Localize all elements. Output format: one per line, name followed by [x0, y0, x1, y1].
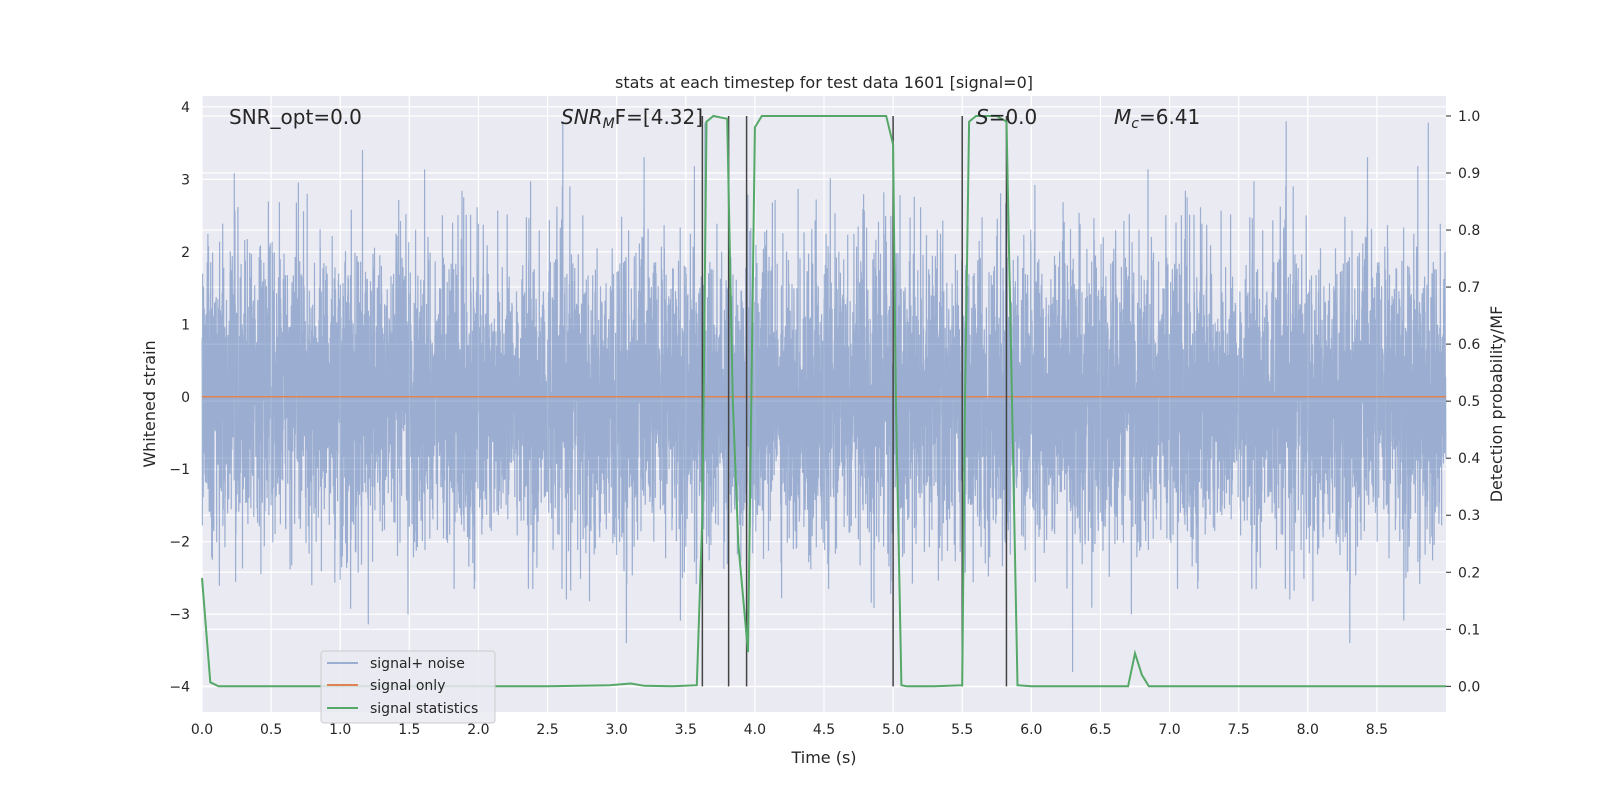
y-tick-label-right: 0.0: [1458, 679, 1480, 695]
y-ticks-left: −4 −3 −2 −1 0 1 2 3 4: [169, 100, 190, 696]
signal-statistics-series: [201, 114, 1446, 688]
x-tick-label: 4.5: [813, 722, 835, 738]
x-tick-label: 0.5: [260, 722, 282, 738]
y-tick-label-right: 1.0: [1458, 109, 1480, 125]
y-axis-label-right: Detection probability/MF: [1487, 306, 1506, 503]
y-tick-label-left: −3: [169, 607, 190, 623]
y-tick-label-left: 3: [181, 172, 190, 188]
x-tick-label: 2.5: [536, 722, 558, 738]
legend-label-signal: signal only: [370, 678, 445, 694]
legend-box: [320, 650, 496, 724]
y-tick-label-left: −4: [169, 680, 190, 696]
x-ticks: 0.0 0.5 1.0 1.5 2.0 2.5 3.0 3.5 4.0 4.5 5.0 5.5 6.0 6…: [191, 722, 1388, 738]
y-tick-label-right: 0.1: [1458, 622, 1480, 638]
x-tick-label: 4.0: [744, 722, 766, 738]
x-tick-label: 2.0: [467, 722, 489, 738]
y-tick-label-right: 0.3: [1458, 508, 1480, 524]
signal-noise-series: [201, 121, 1447, 673]
signal-statistics-line: [201, 114, 1446, 688]
y-axis-label-left: Whitened strain: [140, 340, 159, 467]
y-tick-label-right: 0.5: [1458, 394, 1480, 410]
y-tick-label-left: 4: [181, 100, 190, 116]
y-tick-label-left: 0: [181, 390, 190, 406]
y-ticks-right: 0.0 0.1 0.2 0.3 0.4 0.5 0.6 0.7 0.8 0.9 1.0: [1446, 109, 1480, 695]
x-tick-label: 3.0: [606, 722, 628, 738]
legend-label-stats: signal statistics: [370, 701, 478, 717]
y-tick-label-right: 0.8: [1458, 223, 1480, 239]
y-tick-label-right: 0.4: [1458, 451, 1480, 467]
x-tick-label: 1.5: [398, 722, 420, 738]
x-tick-label: 5.5: [951, 722, 973, 738]
annotation-mc: Mc=6.41: [1114, 105, 1200, 132]
x-tick-label: 7.5: [1228, 722, 1250, 738]
annotation-s: S=0.0: [976, 105, 1037, 129]
x-tick-label: 3.5: [675, 722, 697, 738]
y-tick-label-left: 1: [181, 317, 190, 333]
y-tick-label-left: −2: [169, 535, 190, 551]
y-tick-label-left: −1: [169, 462, 190, 478]
chart-title: stats at each timestep for test data 160…: [615, 73, 1033, 92]
x-tick-label: 5.0: [882, 722, 904, 738]
x-tick-label: 6.0: [1020, 722, 1042, 738]
y-tick-label-right: 0.2: [1458, 565, 1480, 581]
signal-noise-line: [201, 121, 1447, 673]
annotation-snr-opt: SNR_opt=0.0: [229, 105, 362, 129]
x-axis-label: Time (s): [790, 748, 856, 767]
x-tick-label: 1.0: [329, 722, 351, 738]
annotation-snr-mf: SNRMF=[4.32]: [561, 105, 703, 132]
legend-label-noise: signal+ noise: [370, 656, 465, 672]
y-tick-label-left: 2: [181, 245, 190, 261]
x-tick-label: 8.5: [1366, 722, 1388, 738]
y-tick-label-right: 0.9: [1458, 166, 1480, 182]
y-tick-label-right: 0.7: [1458, 280, 1480, 296]
legend: signal+ noise signal only signal statist…: [320, 650, 496, 724]
x-tick-label: 0.0: [191, 722, 213, 738]
x-tick-label: 7.0: [1158, 722, 1180, 738]
y-tick-label-right: 0.6: [1458, 337, 1480, 353]
x-tick-label: 6.5: [1089, 722, 1111, 738]
x-tick-label: 8.0: [1297, 722, 1319, 738]
